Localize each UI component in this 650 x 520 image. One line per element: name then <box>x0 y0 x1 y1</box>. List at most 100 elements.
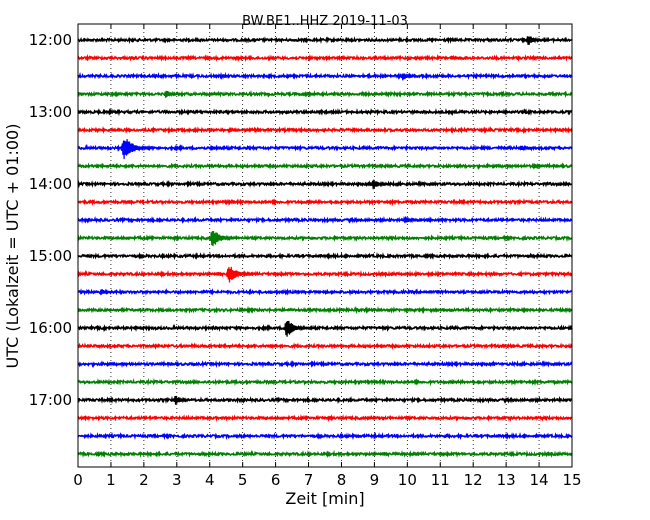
event-burst <box>245 127 261 133</box>
x-tick-label: 5 <box>238 471 248 489</box>
y-axis-label: UTC (Lokalzeit = UTC + 01:00) <box>3 124 22 369</box>
event-burst <box>370 179 394 190</box>
trace-1200 <box>77 36 573 45</box>
x-tick-label: 2 <box>139 471 149 489</box>
x-tick-label: 14 <box>530 471 549 489</box>
trace-line <box>77 53 573 63</box>
event-burst <box>226 198 242 206</box>
y-tick-label: 14:00 <box>29 175 72 193</box>
event-burst <box>449 55 468 61</box>
trace-1430 <box>77 215 573 225</box>
x-axis: 0 1 2 3 4 5 6 7 8 9 10 11 12 13 14 15 <box>73 24 582 489</box>
trace-line <box>77 71 573 81</box>
trace-line <box>77 323 573 333</box>
event-burst <box>400 72 422 81</box>
event-burst <box>519 144 538 152</box>
trace-1245 <box>77 89 573 99</box>
trace-line <box>77 431 573 441</box>
x-tick-label: 11 <box>431 471 450 489</box>
trace-1330 <box>77 139 573 160</box>
trace-1630 <box>77 359 573 369</box>
trace-line <box>77 359 573 369</box>
trace-line <box>77 377 573 387</box>
trace-1445 <box>77 230 573 247</box>
event-burst <box>354 433 370 439</box>
trace-line <box>77 179 573 189</box>
event-burst <box>532 162 551 170</box>
trace-line <box>77 198 573 207</box>
trace-1500 <box>77 251 573 261</box>
trace-1345 <box>77 161 573 171</box>
trace-group <box>77 36 573 459</box>
trace-line <box>77 251 573 261</box>
event-burst <box>99 288 119 296</box>
event-burst <box>525 36 549 45</box>
x-tick-label: 7 <box>304 471 314 489</box>
trace-1645 <box>77 377 573 387</box>
trace-1730 <box>77 431 573 441</box>
trace-1400 <box>77 179 573 190</box>
trace-line <box>77 449 573 459</box>
trace-line <box>77 234 573 243</box>
x-tick-label: 10 <box>398 471 417 489</box>
x-tick-label: 4 <box>205 471 215 489</box>
y-tick-label: 12:00 <box>29 31 72 49</box>
event-burst <box>225 266 256 283</box>
event-burst <box>403 216 424 224</box>
trace-1715 <box>77 414 573 423</box>
trace-1530 <box>77 287 573 296</box>
trace-1615 <box>77 341 573 350</box>
trace-line <box>77 143 573 153</box>
trace-1745 <box>77 449 573 459</box>
trace-line <box>77 36 573 45</box>
trace-1700 <box>77 395 573 405</box>
x-tick-label: 13 <box>497 471 516 489</box>
trace-1600 <box>77 320 573 337</box>
trace-1545 <box>77 305 573 315</box>
trace-1515 <box>77 266 573 283</box>
trace-line <box>77 395 573 405</box>
trace-line <box>77 341 573 350</box>
chart-title: BW.BE1..HHZ 2019-11-03 <box>242 14 408 29</box>
trace-line <box>77 161 573 171</box>
trace-line <box>77 414 573 423</box>
event-burst <box>209 145 229 152</box>
x-tick-label: 8 <box>337 471 347 489</box>
x-axis-label: Zeit [min] <box>285 489 364 508</box>
x-tick-label: 6 <box>271 471 281 489</box>
x-tick-label: 1 <box>106 471 116 489</box>
event-burst <box>163 90 184 98</box>
x-tick-label: 3 <box>172 471 182 489</box>
event-burst <box>268 343 286 350</box>
trace-1215 <box>77 53 573 63</box>
event-burst <box>209 230 240 247</box>
trace-line <box>77 125 573 135</box>
x-tick-label: 15 <box>562 471 581 489</box>
y-tick-label: 13:00 <box>29 103 72 121</box>
y-tick-label: 15:00 <box>29 247 72 265</box>
x-tick-label: 12 <box>464 471 483 489</box>
y-tick-label: 16:00 <box>29 319 72 337</box>
event-burst <box>283 320 314 337</box>
trace-1300 <box>77 107 573 117</box>
trace-line <box>77 89 573 99</box>
event-burst <box>364 306 380 313</box>
event-burst <box>120 139 156 160</box>
trace-1230 <box>77 71 573 81</box>
trace-1315 <box>77 125 573 135</box>
trace-line <box>77 269 573 279</box>
x-tick-label: 9 <box>370 471 380 489</box>
event-burst <box>173 395 196 405</box>
trace-line <box>77 305 573 315</box>
plot-frame <box>77 23 573 468</box>
y-axis: 12:00 13:00 14:00 15:00 16:00 17:00 <box>29 31 83 409</box>
event-burst <box>361 90 377 98</box>
trace-line <box>77 287 573 296</box>
trace-1415 <box>77 198 573 207</box>
x-tick-label: 0 <box>73 471 83 489</box>
trace-line <box>77 107 573 117</box>
trace-line <box>77 215 573 225</box>
y-tick-label: 17:00 <box>29 391 72 409</box>
event-burst <box>301 90 320 98</box>
